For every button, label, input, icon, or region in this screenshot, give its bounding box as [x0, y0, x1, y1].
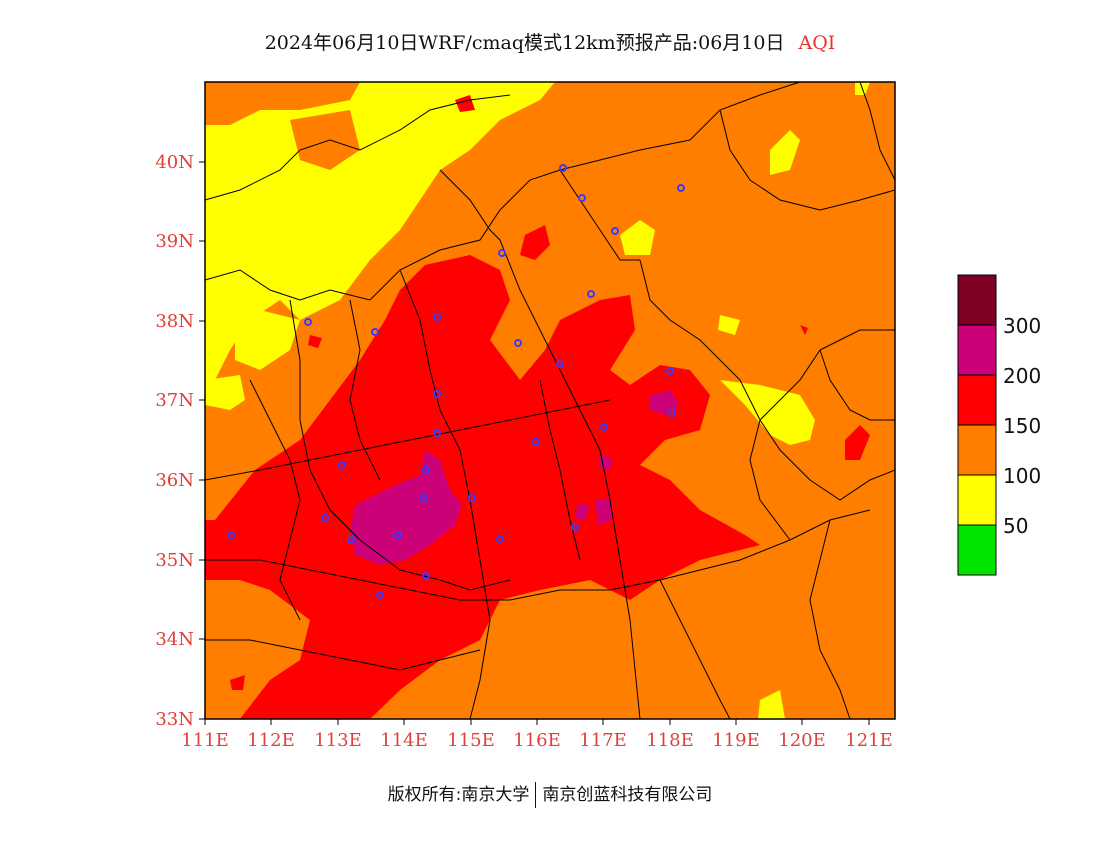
lon-tick-label: 117E: [579, 730, 627, 751]
lon-tick-label: 121E: [845, 730, 893, 751]
legend-label: 300: [1003, 314, 1041, 338]
lat-tick-label: 38N: [155, 311, 194, 332]
longitude-labels: 111E 112E 113E 114E 115E 116E 117E 118E …: [181, 730, 893, 751]
map-title: 2024年06月10日WRF/cmaq模式12km预报产品:06月10日 AQI: [0, 28, 1100, 55]
aqi-zone-very-unhealthy: [350, 390, 680, 565]
lon-tick-label: 119E: [712, 730, 760, 751]
aqi-zone-unhealthy: [205, 95, 870, 719]
company-text: 南京创蓝科技有限公司: [542, 785, 713, 805]
legend-label: 150: [1003, 414, 1041, 438]
lat-tick-label: 34N: [155, 629, 194, 650]
axis-ticks: [199, 161, 870, 725]
copyright-text: 版权所有:南京大学: [387, 785, 530, 805]
lon-tick-label: 115E: [447, 730, 495, 751]
copyright-footer: 版权所有:南京大学 南京创蓝科技有限公司: [0, 780, 1100, 808]
lon-tick-label: 111E: [181, 730, 229, 751]
lat-tick-label: 36N: [155, 470, 194, 491]
lon-tick-label: 112E: [247, 730, 295, 751]
latitude-labels: 40N 39N 38N 37N 36N 35N 34N 33N: [155, 152, 194, 730]
lat-tick-label: 35N: [155, 550, 194, 571]
lat-tick-label: 40N: [155, 152, 194, 173]
legend-swatch-moderate: [957, 474, 997, 526]
lon-tick-label: 118E: [646, 730, 694, 751]
legend-swatch-unhealthy: [957, 374, 997, 426]
legend-label: 200: [1003, 364, 1041, 388]
lon-tick-label: 120E: [778, 730, 826, 751]
title-main: 2024年06月10日WRF/cmaq模式12km预报产品:06月10日: [264, 32, 785, 54]
lon-tick-label: 113E: [314, 730, 362, 751]
legend-swatch-hazardous: [957, 274, 997, 326]
legend-label: 100: [1003, 464, 1041, 488]
legend-swatch-very-unhealthy: [957, 324, 997, 376]
lon-tick-label: 116E: [513, 730, 561, 751]
legend-swatch-good: [957, 524, 997, 576]
aqi-map-area: [205, 82, 895, 719]
lat-tick-label: 37N: [155, 390, 194, 411]
legend-label: 50: [1003, 514, 1028, 538]
legend-swatch-usg: [957, 424, 997, 476]
aqi-legend: 300 200 150 100 50: [957, 274, 1041, 576]
footer-separator: [535, 782, 537, 808]
admin-boundaries: [205, 82, 895, 719]
lat-tick-label: 39N: [155, 231, 194, 252]
lat-tick-label: 33N: [155, 709, 194, 730]
lon-tick-label: 114E: [380, 730, 428, 751]
city-markers: [227, 164, 685, 599]
title-variable: AQI: [798, 32, 836, 54]
